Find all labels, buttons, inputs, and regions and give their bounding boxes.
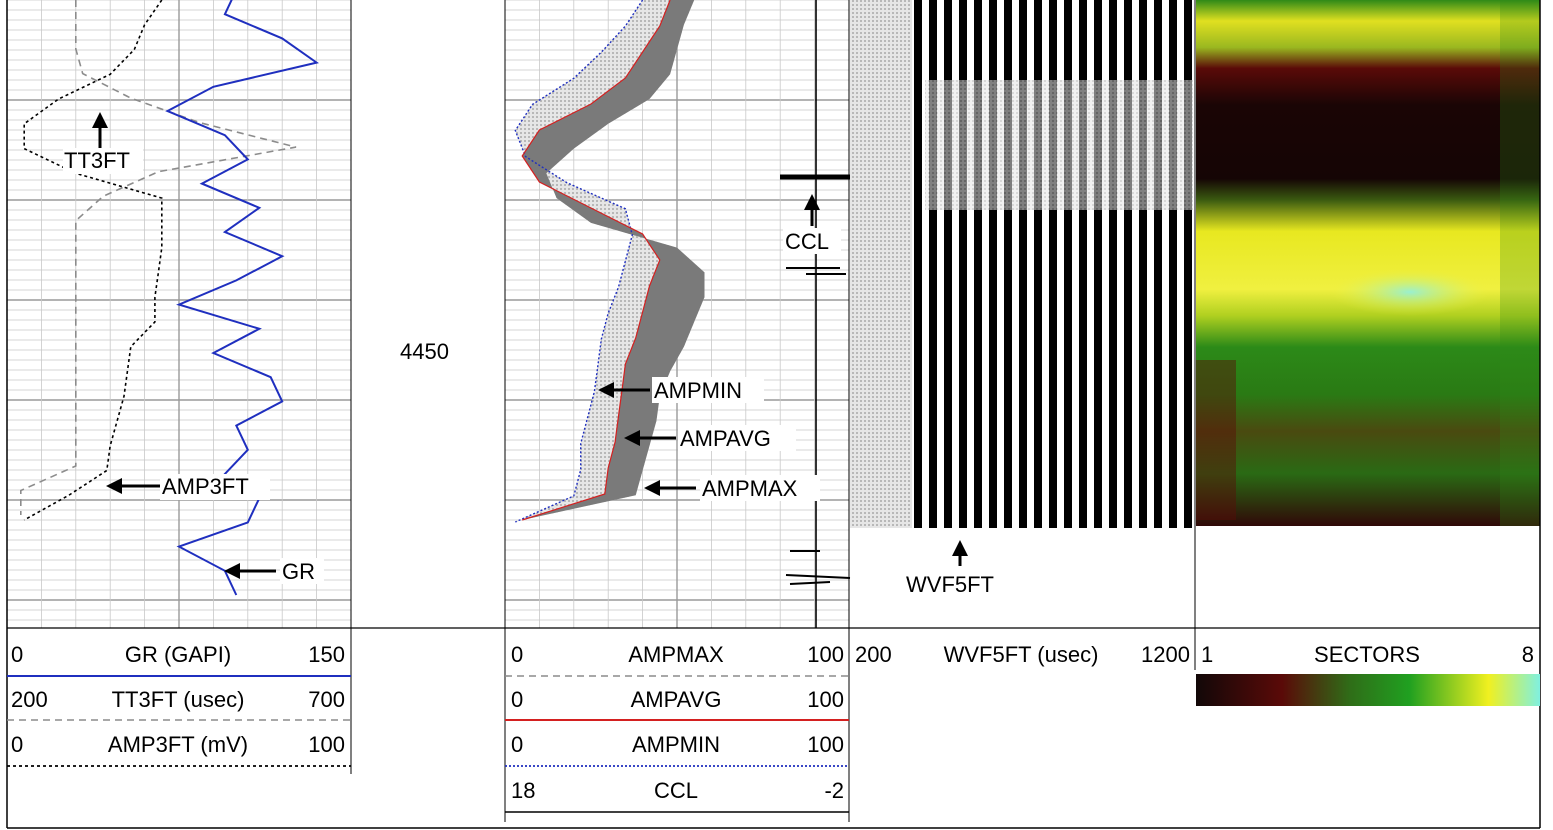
svg-text:18: 18 [511, 778, 535, 803]
svg-text:AMPMIN: AMPMIN [654, 378, 742, 403]
svg-text:AMPAVG: AMPAVG [680, 426, 771, 451]
svg-text:-2: -2 [824, 778, 844, 803]
svg-text:1: 1 [1201, 642, 1213, 667]
wvf5ft-annotation: WVF5FT [906, 540, 994, 597]
svg-text:AMP3FT (mV): AMP3FT (mV) [108, 732, 248, 757]
svg-text:CCL: CCL [785, 229, 829, 254]
amp3ft-header-row: 0 AMP3FT (mV) 100 [7, 732, 351, 767]
amp3ft-annotation: AMP3FT [106, 474, 270, 500]
svg-text:AMPAVG: AMPAVG [631, 687, 722, 712]
waveform-stripe [1064, 0, 1072, 528]
ampmin-curve [514, 0, 644, 523]
ccl-curve [780, 0, 851, 628]
svg-text:AMP3FT: AMP3FT [162, 474, 249, 499]
svg-text:200: 200 [855, 642, 892, 667]
gr-annotation: GR [224, 558, 324, 584]
svg-text:TT3FT: TT3FT [64, 148, 130, 173]
tt3ft-curve [20, 0, 297, 515]
tt3ft-header-row: 200 TT3FT (usec) 700 [7, 687, 351, 721]
svg-text:AMPMIN: AMPMIN [632, 732, 720, 757]
waveform-stripe [1004, 0, 1012, 528]
svg-text:AMPMAX: AMPMAX [628, 642, 724, 667]
svg-text:AMPMAX: AMPMAX [702, 476, 798, 501]
svg-text:100: 100 [308, 732, 345, 757]
svg-text:CCL: CCL [654, 778, 698, 803]
waveform-stripe [974, 0, 982, 528]
svg-text:0: 0 [11, 642, 23, 667]
svg-text:WVF5FT: WVF5FT [906, 572, 994, 597]
svg-text:200: 200 [11, 687, 48, 712]
track1-grid [7, 0, 351, 628]
waveform-stripe [989, 0, 997, 528]
svg-text:SECTORS: SECTORS [1314, 642, 1420, 667]
track3-header: 200 WVF5FT (usec) 1200 [855, 642, 1190, 667]
svg-text:150: 150 [308, 642, 345, 667]
svg-text:100: 100 [807, 732, 844, 757]
svg-text:TT3FT (usec): TT3FT (usec) [112, 687, 245, 712]
waveform-stripe [929, 0, 937, 528]
ampavg-header-row: 0 AMPAVG 100 [505, 687, 849, 721]
sectors-colorbar [1196, 674, 1540, 706]
svg-text:700: 700 [308, 687, 345, 712]
svg-text:1200: 1200 [1141, 642, 1190, 667]
ampmin-header-row: 0 AMPMIN 100 [505, 732, 849, 767]
svg-text:GR (GAPI): GR (GAPI) [125, 642, 231, 667]
ccl-header-row: 18 CCL -2 [505, 778, 849, 813]
waveform-stripe [944, 0, 952, 528]
track-borders [6, 0, 1541, 829]
amp3ft-curve [23, 0, 163, 521]
waveform-stripe [1154, 0, 1162, 528]
depth-label: 4450 [400, 339, 449, 364]
ampavg-curve [521, 0, 671, 521]
svg-text:100: 100 [807, 642, 844, 667]
svg-text:8: 8 [1522, 642, 1534, 667]
waveform-stripe [1169, 0, 1177, 528]
waveform-stripe [1019, 0, 1027, 528]
svg-text:WVF5FT (usec): WVF5FT (usec) [944, 642, 1099, 667]
waveform-stripe [1094, 0, 1102, 528]
svg-text:0: 0 [511, 642, 523, 667]
track1-header: 0 GR (GAPI) 150 200 TT3FT (usec) 700 0 A… [7, 642, 351, 767]
track4-header: 1 SECTORS 8 [1196, 642, 1540, 706]
gr-curve [165, 0, 319, 596]
ampavg-annotation: AMPAVG [624, 425, 796, 451]
waveform-stripe [1139, 0, 1147, 528]
waveform-stripe [1034, 0, 1042, 528]
sectors-image [1196, 0, 1540, 526]
ampmax-header-row: 0 AMPMAX 100 [505, 642, 849, 677]
waveform-stripe [1109, 0, 1117, 528]
ampmin-annotation: AMPMIN [598, 377, 764, 403]
ccl-annotation: CCL [783, 194, 841, 254]
svg-text:0: 0 [11, 732, 23, 757]
ampmax-annotation: AMPMAX [644, 475, 820, 501]
waveform-stripe [1124, 0, 1132, 528]
svg-text:0: 0 [511, 687, 523, 712]
track2-header: 0 AMPMAX 100 0 AMPAVG 100 0 AMPMIN 100 1… [505, 642, 849, 813]
waveform-stripe [1079, 0, 1087, 528]
waveform-stripe [959, 0, 967, 528]
waveform-stripe [1184, 0, 1192, 528]
wvf5ft-image [850, 0, 1193, 528]
tt3ft-annotation: TT3FT [63, 112, 143, 174]
waveform-stripe [1049, 0, 1057, 528]
gr-header-row: 0 GR (GAPI) 150 [7, 642, 351, 677]
svg-text:100: 100 [807, 687, 844, 712]
svg-text:0: 0 [511, 732, 523, 757]
svg-text:GR: GR [282, 559, 315, 584]
waveform-stripe [914, 0, 922, 528]
